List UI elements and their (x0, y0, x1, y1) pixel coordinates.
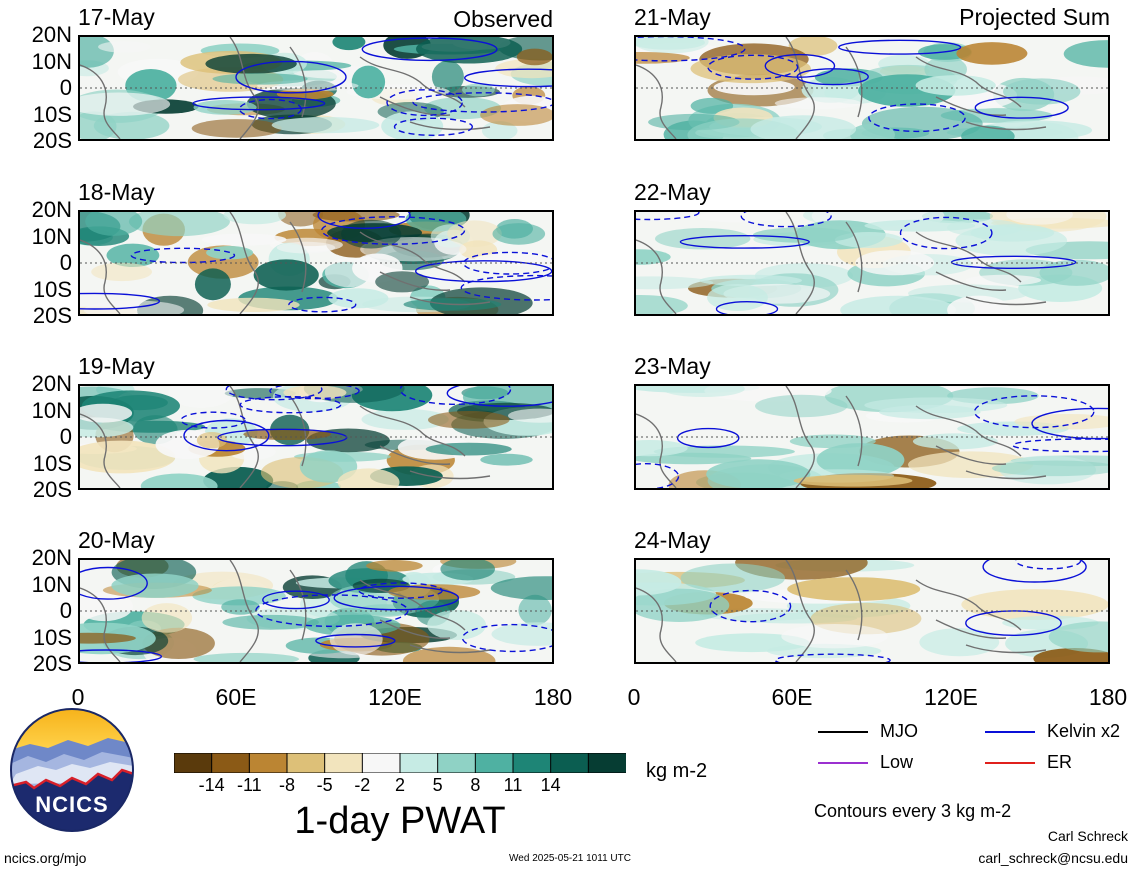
lat-tick-p2-0: 20N (31, 197, 72, 222)
ncics-logo: NCICS (10, 708, 134, 832)
colorbar-label-5: 2 (394, 775, 405, 795)
lat-tick-p3-2: 0 (59, 424, 72, 449)
colorbar-label-1: -11 (236, 775, 262, 795)
colorbar-units: kg m-2 (646, 760, 708, 782)
legend-er-label: ER (1047, 752, 1073, 772)
observed-label: Observed (453, 6, 553, 32)
panel-date-obs-4: 20-May (78, 527, 155, 553)
lat-tick-p4-4: 20S (32, 651, 72, 676)
colorbar-label-3: -5 (316, 775, 333, 795)
map-panel-obs-1 (78, 35, 554, 141)
ncics-logo-text: NCICS (35, 792, 108, 817)
colorbar-swatch-9 (512, 752, 552, 774)
panel-date-obs-2: 18-May (78, 179, 155, 205)
footer-site: ncics.org/mjo (4, 850, 87, 866)
panel-date-proj-2: 22-May (634, 179, 711, 205)
lat-tick-p1-4: 20S (32, 128, 72, 153)
colorbar-swatch-1 (211, 752, 251, 774)
lat-tick-p3-1: 10N (31, 397, 72, 423)
panel-date-obs-3: 19-May (78, 353, 155, 379)
lat-tick-p2-3: 10S (32, 276, 72, 302)
panel-date-obs-1: 17-May (78, 4, 155, 30)
lat-tick-p1-0: 20N (31, 22, 72, 47)
legend-low-swatch (818, 762, 868, 764)
colorbar-swatch-4 (324, 752, 364, 774)
legend-kelvin-label: Kelvin x2 (1047, 721, 1121, 741)
lat-tick-p4-2: 0 (59, 598, 72, 623)
colorbar-label-7: 8 (470, 775, 481, 795)
footer-timestamp: Wed 2025-05-21 1011 UTC (509, 853, 631, 864)
colorbar-title: 1-day PWAT (294, 800, 506, 842)
colorbar-swatch-7 (437, 752, 477, 774)
projected-sum-label: Projected Sum (959, 4, 1110, 30)
lon-tick-right-0: 0 (627, 684, 641, 710)
map-panel-obs-4 (78, 558, 554, 664)
colorbar-swatch-0 (173, 752, 213, 774)
lon-tick-left-120e: 120E (368, 684, 422, 710)
colorbar-swatch-2 (248, 752, 288, 774)
lon-tick-right-120e: 120E (924, 684, 978, 710)
colorbar-swatch-10 (550, 752, 590, 774)
legend-er-swatch (985, 762, 1035, 764)
legend-mjo-label: MJO (880, 721, 918, 741)
lat-tick-p3-0: 20N (31, 371, 72, 396)
lon-tick-right-180: 180 (1088, 684, 1128, 710)
lat-tick-p2-1: 10N (31, 223, 72, 249)
legend-low-label: Low (880, 752, 914, 772)
legend-kelvin-swatch (985, 731, 1035, 733)
lat-tick-p1-2: 0 (59, 75, 72, 100)
map-panel-proj-1 (634, 35, 1110, 141)
colorbar-swatch-8 (474, 752, 514, 774)
colorbar-swatch-11 (587, 752, 627, 774)
lat-tick-p1-3: 10S (32, 101, 72, 127)
colorbar-label-6: 5 (432, 775, 443, 795)
colorbar-label-9: 14 (540, 775, 561, 795)
legend-mjo-swatch (818, 731, 868, 733)
footer-email: carl_schreck@ncsu.edu (978, 850, 1128, 866)
lat-tick-p2-4: 20S (32, 303, 72, 328)
colorbar-swatch-5 (361, 752, 401, 774)
lon-tick-left-60e: 60E (215, 684, 257, 710)
panel-date-proj-4: 24-May (634, 527, 711, 553)
colorbar-label-2: -8 (278, 775, 295, 795)
colorbar (173, 752, 627, 774)
lat-tick-p3-3: 10S (32, 450, 72, 476)
colorbar-label-8: 11 (503, 775, 523, 795)
lat-tick-p4-0: 20N (31, 545, 72, 570)
panel-date-proj-3: 23-May (634, 353, 711, 379)
lat-tick-p1-1: 10N (31, 48, 72, 74)
colorbar-swatch-3 (286, 752, 326, 774)
colorbar-label-4: -2 (354, 775, 371, 795)
map-panel-proj-4 (634, 558, 1110, 664)
lat-tick-p4-3: 10S (32, 624, 72, 650)
map-panel-obs-2 (78, 210, 554, 316)
map-panel-proj-2 (634, 210, 1110, 316)
lon-tick-left-180: 180 (533, 684, 573, 710)
lon-tick-left-0: 0 (71, 684, 85, 710)
lat-tick-p4-1: 10N (31, 571, 72, 597)
lat-tick-p2-2: 0 (59, 250, 72, 275)
map-panel-proj-3 (634, 384, 1110, 490)
panel-date-proj-1: 21-May (634, 4, 711, 30)
colorbar-label-0: -14 (198, 775, 225, 795)
lon-tick-right-60e: 60E (771, 684, 813, 710)
colorbar-swatch-6 (399, 752, 439, 774)
contours-note: Contours every 3 kg m-2 (814, 801, 1012, 821)
map-panel-obs-3 (78, 384, 554, 490)
footer-author: Carl Schreck (1047, 828, 1128, 844)
lat-tick-p3-4: 20S (32, 477, 72, 502)
